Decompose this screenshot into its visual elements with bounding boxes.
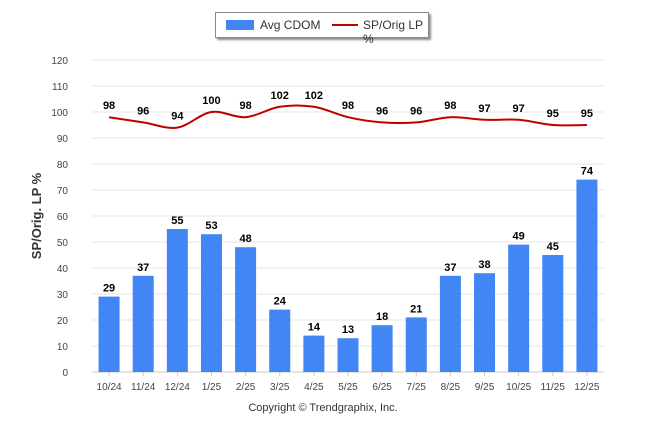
bar-data-label: 37 — [444, 262, 456, 274]
bar-data-label: 21 — [410, 303, 422, 315]
line-data-label: 98 — [342, 100, 354, 112]
bar-data-label: 48 — [239, 233, 251, 245]
line-data-label: 98 — [239, 100, 251, 112]
y-tick-label: 30 — [57, 290, 69, 301]
bar — [235, 247, 257, 372]
legend: Avg CDOM SP/Orig LP % — [215, 12, 429, 46]
x-tick-label: 10/25 — [506, 382, 531, 393]
bar — [269, 309, 291, 372]
y-tick-label: 40 — [57, 264, 69, 275]
y-tick-label: 0 — [62, 368, 68, 379]
bar — [439, 275, 461, 372]
bar-data-label: 29 — [103, 283, 115, 295]
x-tick-label: 11/25 — [541, 382, 566, 393]
y-tick-label: 20 — [57, 316, 69, 327]
y-tick-label: 100 — [51, 108, 68, 119]
legend-line-label: SP/Orig LP % — [363, 18, 423, 46]
y-axis-ticks: 0 10 20 30 40 50 60 70 80 90 100 110 120 — [51, 56, 68, 379]
bar — [542, 255, 564, 372]
bar — [132, 275, 154, 372]
x-tick-label: 4/25 — [304, 382, 324, 393]
bar — [405, 317, 427, 372]
line-data-label: 95 — [581, 108, 593, 120]
x-tick-label: 9/25 — [475, 382, 495, 393]
y-tick-label: 70 — [57, 186, 69, 197]
line-series — [108, 104, 587, 129]
legend-bar-swatch — [226, 20, 254, 30]
legend-line-swatch — [332, 24, 358, 26]
y-tick-label: 80 — [57, 160, 69, 171]
bar — [474, 273, 496, 372]
bar-data-label: 13 — [342, 324, 354, 336]
bar-data-label: 45 — [547, 241, 559, 253]
line-data-label: 98 — [103, 100, 115, 112]
bar-data-label: 53 — [205, 220, 217, 232]
line-data-label: 97 — [478, 103, 490, 115]
bar-data-label: 18 — [376, 311, 388, 323]
legend-bar-label: Avg CDOM — [260, 18, 321, 32]
line-data-label: 98 — [444, 100, 456, 112]
line-data-label: 96 — [376, 105, 388, 117]
x-axis-ticks: 10/24 11/24 12/24 1/25 2/25 3/25 4/25 5/25 6/25 7… — [97, 372, 600, 393]
bar-data-label: 49 — [513, 231, 525, 243]
copyright-text: Copyright © Trendgraphix, Inc. — [248, 402, 398, 414]
x-tick-label: 7/25 — [407, 382, 427, 393]
x-tick-label: 10/24 — [97, 382, 122, 393]
y-axis-label: SP/Orig. LP % — [29, 172, 44, 259]
bar — [576, 179, 598, 372]
x-tick-label: 12/25 — [574, 382, 599, 393]
bar — [303, 335, 325, 372]
line-data-label: 102 — [271, 90, 289, 102]
x-tick-label: 8/25 — [441, 382, 461, 393]
bar-data-label: 24 — [274, 296, 287, 308]
bar-series — [98, 179, 598, 372]
x-tick-label: 3/25 — [270, 382, 290, 393]
line-data-label: 96 — [137, 105, 149, 117]
bar — [200, 234, 222, 372]
bar-data-labels: 29 37 55 53 48 24 14 13 18 21 37 38 49 45 74 — [103, 166, 594, 337]
bar-data-label: 55 — [171, 215, 183, 227]
x-tick-label: 6/25 — [372, 382, 392, 393]
y-tick-label: 110 — [52, 82, 68, 93]
bar-data-label: 37 — [137, 262, 149, 274]
line-data-label: 94 — [171, 111, 184, 123]
bar — [508, 244, 530, 372]
bar-data-label: 74 — [581, 166, 594, 178]
y-tick-label: 90 — [57, 134, 69, 145]
bar-data-label: 38 — [478, 259, 490, 271]
x-tick-label: 12/24 — [165, 382, 190, 393]
line-data-label: 96 — [410, 105, 422, 117]
line-path — [108, 104, 587, 129]
bar — [337, 338, 359, 372]
x-tick-label: 1/25 — [202, 382, 222, 393]
x-tick-label: 11/24 — [131, 382, 156, 393]
x-tick-label: 5/25 — [338, 382, 358, 393]
bar — [166, 229, 188, 372]
bar-data-label: 14 — [308, 322, 321, 334]
line-data-label: 100 — [202, 95, 220, 107]
line-data-labels: 98 96 94 100 98 102 102 98 96 96 98 97 97 95 95 — [103, 90, 593, 123]
line-data-label: 102 — [305, 90, 323, 102]
y-tick-label: 60 — [57, 212, 69, 223]
y-tick-label: 120 — [51, 56, 68, 67]
line-data-label: 95 — [547, 108, 559, 120]
bar — [98, 296, 120, 372]
x-tick-label: 2/25 — [236, 382, 256, 393]
y-tick-label: 10 — [57, 342, 69, 353]
line-data-label: 97 — [513, 103, 525, 115]
y-tick-label: 50 — [57, 238, 69, 249]
bar — [371, 325, 393, 372]
